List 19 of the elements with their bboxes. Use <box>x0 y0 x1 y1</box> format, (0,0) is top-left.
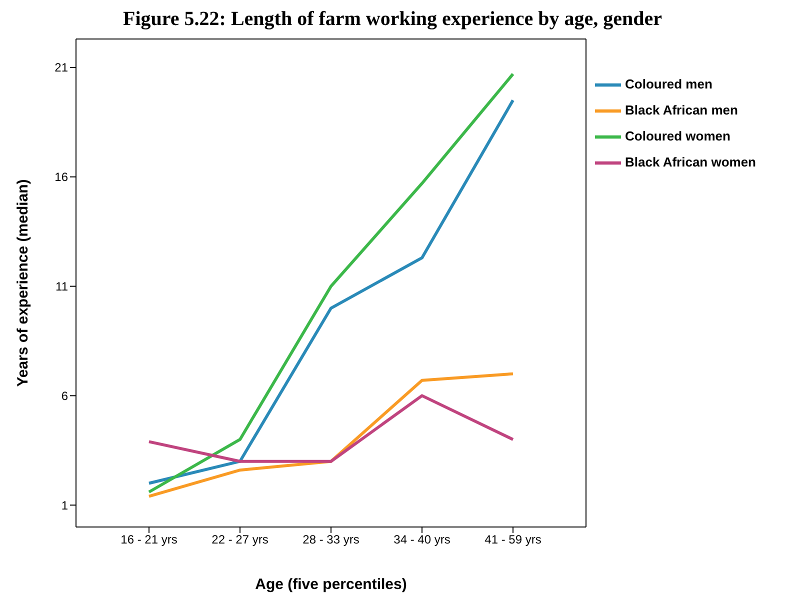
line-series <box>148 394 514 463</box>
y-tick-label: 21 <box>54 60 68 75</box>
x-tick-label: 22 - 27 yrs <box>212 532 268 547</box>
y-axis-title: Years of experience (median) <box>14 179 32 387</box>
legend-label: Black African men <box>625 102 738 118</box>
y-tick-label: 16 <box>54 170 68 184</box>
legend-label: Coloured men <box>625 76 712 92</box>
x-tick-label: 34 - 40 yrs <box>394 532 450 547</box>
y-tick-label: 1 <box>61 498 68 512</box>
chart-title: Figure 5.22: Length of farm working experience by age, gender <box>122 8 663 30</box>
line-series <box>148 372 514 498</box>
legend-label: Coloured women <box>625 128 730 144</box>
legend-label: Black African women <box>625 154 756 170</box>
y-tick-label: 6 <box>61 388 68 403</box>
y-tick-label: 11 <box>56 280 68 294</box>
x-tick-label: 16 - 21 yrs <box>120 532 178 547</box>
x-tick-label: 41 - 59 yrs <box>484 532 542 547</box>
x-tick-label: 28 - 33 yrs <box>302 532 360 547</box>
x-axis-title: Age (five percentiles) <box>255 576 407 593</box>
